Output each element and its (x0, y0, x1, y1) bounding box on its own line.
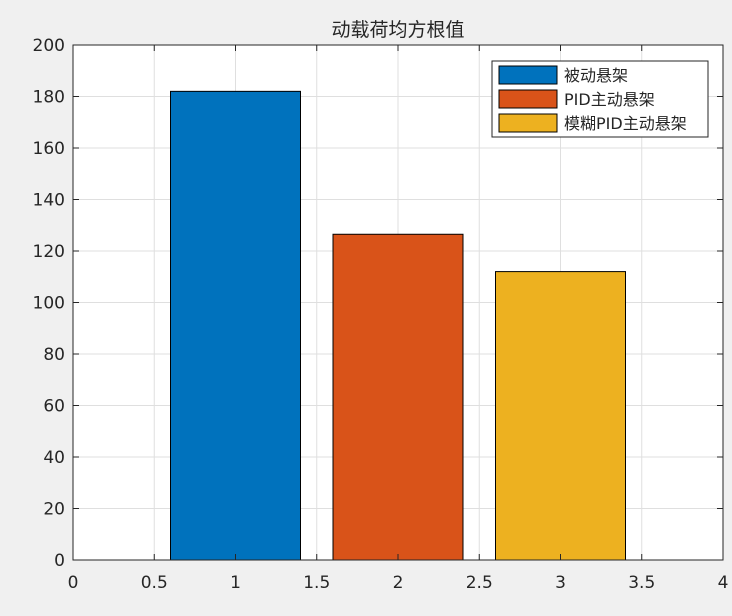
legend-swatch (498, 89, 558, 109)
y-tick-label: 160 (33, 139, 65, 159)
y-tick-label: 180 (33, 88, 65, 108)
y-tick-label: 140 (33, 191, 65, 211)
x-tick-label: 3.5 (628, 573, 655, 593)
x-tick-label: 3 (555, 573, 566, 593)
y-tick-label: 20 (43, 500, 65, 520)
legend-swatch (498, 65, 558, 85)
y-tick-label: 0 (54, 551, 65, 571)
x-tick-label: 0.5 (141, 573, 168, 593)
y-tick-label: 120 (33, 242, 65, 262)
bar (495, 271, 626, 561)
bars (170, 90, 626, 561)
bar (332, 233, 464, 561)
y-tick-label: 60 (43, 397, 65, 417)
x-tick-label: 0 (68, 573, 79, 593)
legend-label: PID主动悬架 (564, 90, 655, 109)
chart-title: 动载荷均方根值 (331, 19, 464, 41)
y-axis: 0 20 40 60 80 100 120 140 160 180 200 (33, 36, 723, 571)
y-tick-label: 100 (33, 294, 65, 314)
bar (170, 90, 301, 561)
legend-label: 被动悬架 (564, 66, 628, 85)
x-axis: 0 0.5 1 1.5 2 2.5 3 3.5 4 (68, 45, 729, 593)
y-tick-label: 200 (33, 36, 65, 56)
x-tick-label: 2.5 (466, 573, 493, 593)
legend-label: 模糊PID主动悬架 (564, 114, 687, 133)
x-tick-label: 1.5 (303, 573, 330, 593)
y-tick-label: 80 (43, 345, 65, 365)
legend-swatch (498, 113, 558, 133)
x-tick-label: 2 (393, 573, 404, 593)
x-tick-label: 4 (718, 573, 729, 593)
y-tick-label: 40 (43, 448, 65, 468)
x-tick-label: 1 (230, 573, 241, 593)
